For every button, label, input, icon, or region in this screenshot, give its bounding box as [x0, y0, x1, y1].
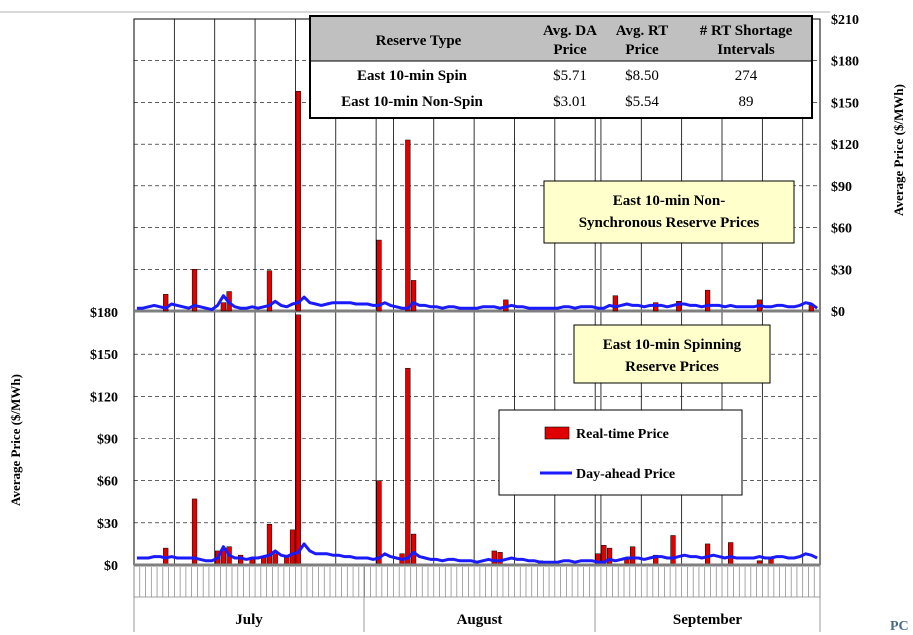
top-real-time-bar: [266, 270, 273, 312]
top-real-time-bar: [612, 295, 618, 312]
bottom-y-tick-label: $180: [90, 306, 118, 321]
top-y-tick-label: $0: [831, 305, 845, 320]
bottom-panel-title-box: [573, 324, 771, 384]
legend-label-real-time: Real-time Price: [576, 427, 669, 442]
table-cell: $3.01: [553, 94, 587, 110]
top-y-tick-label: $60: [831, 222, 852, 237]
bottom-y-tick-label: $150: [90, 348, 118, 363]
bottom-real-time-bar: [630, 546, 636, 566]
top-y-tick-label: $120: [831, 138, 859, 153]
top-y-tick-label: $180: [831, 55, 859, 70]
legend-box: [498, 409, 743, 496]
legend-swatch-real-time: [544, 426, 570, 440]
top-real-time-bar: [220, 302, 226, 312]
month-label: September: [673, 612, 742, 628]
bottom-real-time-bar: [728, 542, 734, 566]
bottom-real-time-bar: [606, 547, 613, 566]
bottom-real-time-bar: [704, 543, 711, 566]
table-header-cell: Avg. RT: [616, 23, 669, 39]
summary-table-header-bg: [311, 17, 811, 61]
month-label: August: [457, 612, 503, 628]
top-y-tick-label: $150: [831, 96, 859, 111]
table-header-cell: Price: [625, 42, 659, 58]
bottom-y-axis-title: Average Price ($/MWh): [8, 374, 23, 506]
bottom-real-time-bar: [289, 529, 296, 566]
top-real-time-bar: [410, 280, 417, 312]
table-cell: $8.50: [625, 68, 659, 84]
bottom-real-time-bar: [191, 498, 198, 566]
top-panel-title: East 10-min Non-: [613, 193, 726, 209]
top-real-time-bar: [676, 301, 682, 312]
bottom-real-time-bar: [670, 535, 676, 566]
top-real-time-bar: [191, 269, 198, 312]
bottom-y-tick-label: $90: [97, 433, 118, 448]
table-header-cell: Reserve Type: [376, 33, 462, 49]
table-row-label: East 10-min Spin: [357, 68, 468, 84]
top-real-time-bar: [405, 139, 411, 312]
bottom-day-ahead-line: [136, 542, 818, 564]
top-panel-title: Synchronous Reserve Prices: [579, 215, 760, 231]
bottom-real-time-bar: [295, 314, 301, 566]
table-cell: $5.54: [625, 94, 659, 110]
bottom-real-time-bar: [491, 550, 497, 566]
bottom-y-tick-label: $0: [104, 559, 118, 574]
top-y-tick-label: $90: [831, 180, 852, 195]
top-y-axis-title: Average Price ($/MWh): [891, 84, 906, 216]
bottom-y-tick-label: $30: [97, 517, 118, 532]
bottom-real-time-bar: [266, 523, 273, 566]
bottom-panel-title: Reserve Prices: [625, 359, 719, 375]
top-y-tick-label: $210: [831, 13, 859, 28]
table-header-cell: Price: [553, 42, 587, 58]
bottom-real-time-bar: [272, 553, 278, 566]
top-real-time-bar: [376, 239, 382, 312]
legend-label-day-ahead: Day-ahead Price: [576, 467, 675, 482]
bottom-y-tick-label: $120: [90, 390, 118, 405]
bottom-panel-title: East 10-min Spinning: [603, 337, 742, 353]
bottom-real-time-bar: [497, 552, 503, 566]
bottom-real-time-bar: [405, 367, 411, 566]
table-header-cell: Avg. DA: [543, 23, 597, 39]
table-row-label: East 10-min Non-Spin: [341, 94, 483, 110]
top-real-time-bar: [163, 294, 169, 312]
top-panel-title-box: [543, 180, 795, 244]
table-header-cell: # RT Shortage: [700, 23, 793, 39]
bottom-real-time-bar: [376, 480, 382, 566]
top-day-ahead-line: [136, 294, 818, 312]
month-label: July: [235, 612, 263, 628]
table-cell: 89: [739, 94, 754, 110]
top-real-time-bar: [704, 289, 711, 312]
table-cell: 274: [735, 68, 758, 84]
top-y-tick-label: $30: [831, 263, 852, 278]
table-header-cell: Intervals: [717, 42, 775, 58]
table-cell: $5.71: [553, 68, 587, 84]
bottom-y-tick-label: $60: [97, 475, 118, 490]
logo-fragment: PC: [890, 619, 909, 634]
bottom-real-time-bar: [410, 533, 417, 566]
top-real-time-bar: [295, 91, 301, 312]
day-ticks: [133, 567, 821, 597]
